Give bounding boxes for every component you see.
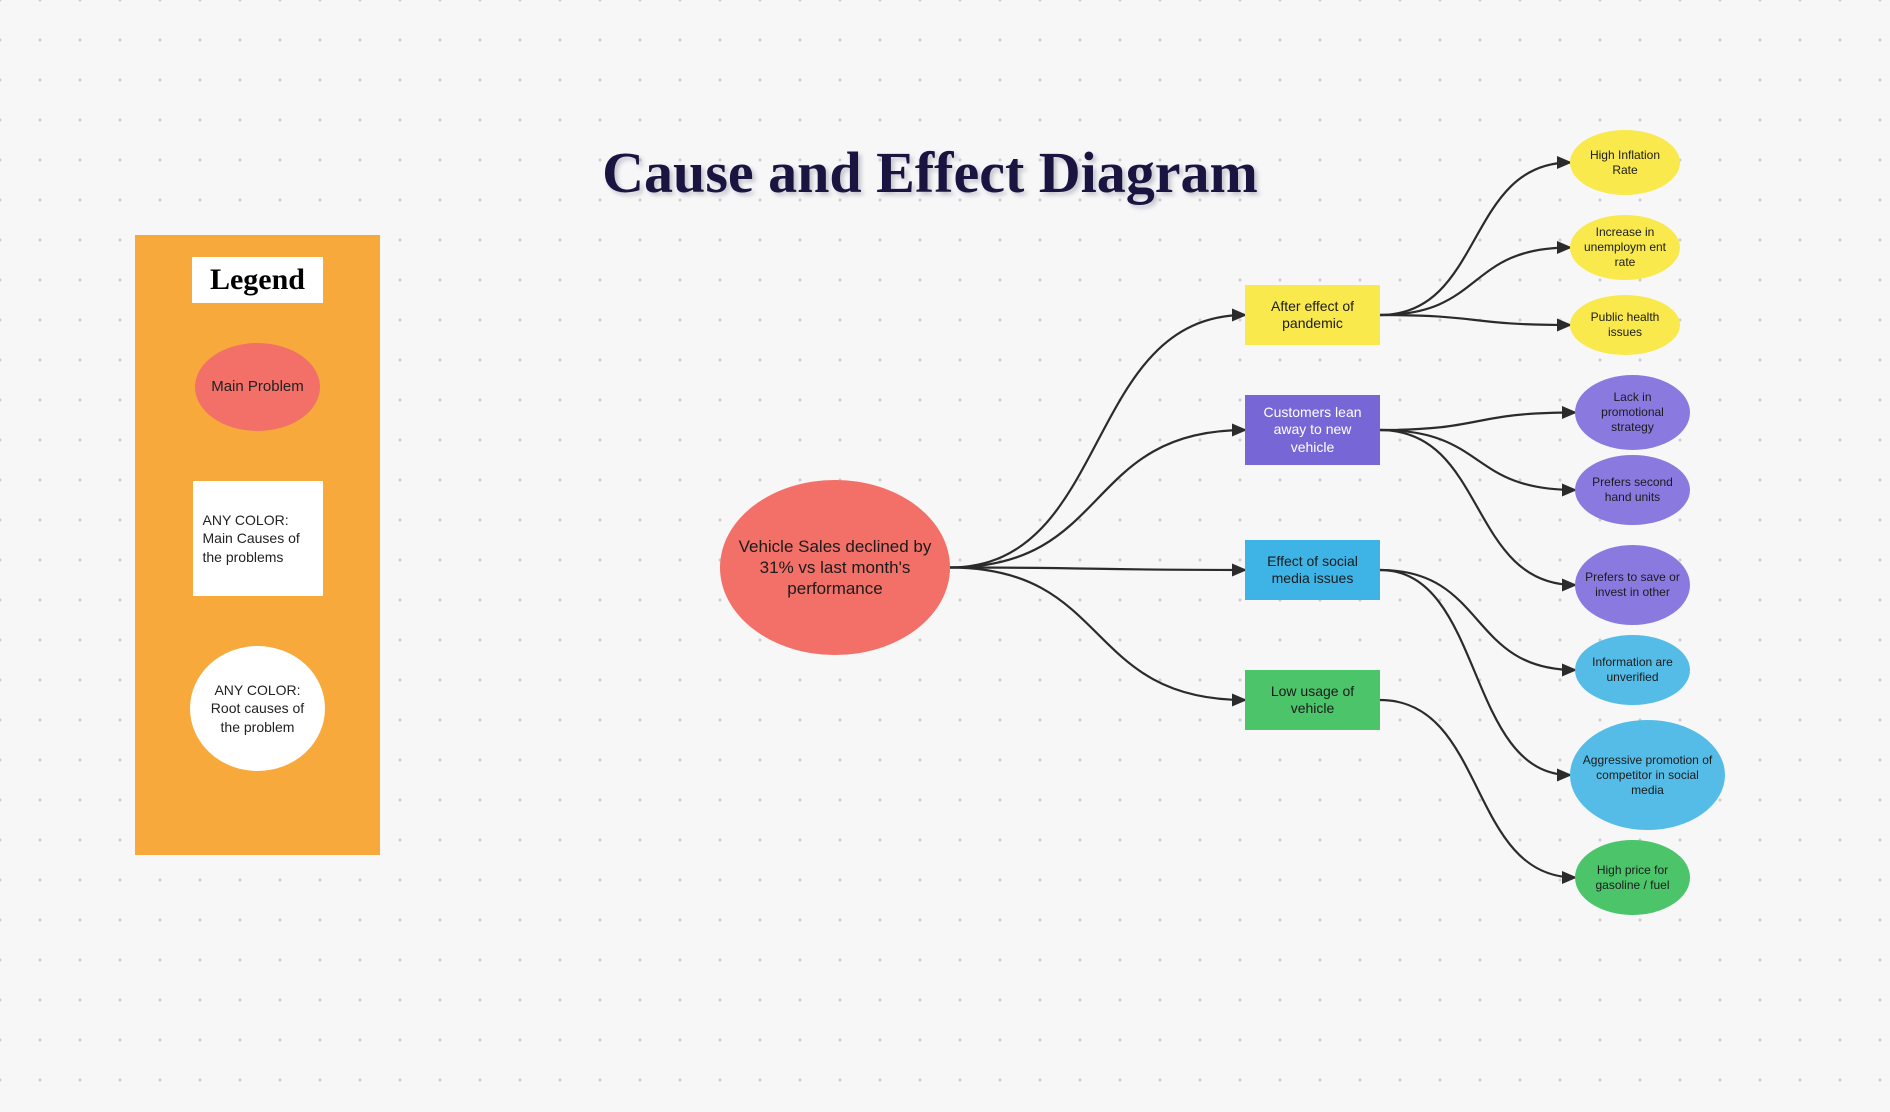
node-r5: Prefers second hand units: [1575, 455, 1690, 525]
edge-c1-r3: [1380, 315, 1570, 325]
legend-panel: Legend Main Problem ANY COLOR: Main Cause…: [135, 235, 380, 855]
legend-item: ANY COLOR: Root causes of the problem: [190, 646, 325, 771]
legend-item: Main Problem: [195, 343, 320, 431]
node-r7: Information are unverified: [1575, 635, 1690, 705]
edge-c2-r5: [1380, 430, 1575, 490]
node-r9: High price for gasoline / fuel: [1575, 840, 1690, 915]
edge-c1-r1: [1380, 163, 1570, 316]
edge-main-c2: [950, 430, 1245, 568]
legend-title: Legend: [192, 257, 323, 303]
edge-c2-r4: [1380, 413, 1575, 431]
edge-c2-r6: [1380, 430, 1575, 585]
node-r2: Increase in unemploym ent rate: [1570, 215, 1680, 280]
node-c1: After effect of pandemic: [1245, 285, 1380, 345]
node-r8: Aggressive promotion of competitor in so…: [1570, 720, 1725, 830]
node-r4: Lack in promotional strategy: [1575, 375, 1690, 450]
node-c2: Customers lean away to new vehicle: [1245, 395, 1380, 465]
node-r1: High Inflation Rate: [1570, 130, 1680, 195]
edge-main-c4: [950, 568, 1245, 701]
node-r6: Prefers to save or invest in other: [1575, 545, 1690, 625]
edge-main-c1: [950, 315, 1245, 568]
legend-item: ANY COLOR: Main Causes of the problems: [193, 481, 323, 596]
node-c4: Low usage of vehicle: [1245, 670, 1380, 730]
edge-c3-r7: [1380, 570, 1575, 670]
node-c3: Effect of social media issues: [1245, 540, 1380, 600]
diagram-title: Cause and Effect Diagram: [580, 140, 1280, 207]
edge-main-c3: [950, 568, 1245, 571]
node-main: Vehicle Sales declined by 31% vs last mo…: [720, 480, 950, 655]
edge-c4-r9: [1380, 700, 1575, 878]
edge-c3-r8: [1380, 570, 1570, 775]
edge-c1-r2: [1380, 248, 1570, 316]
node-r3: Public health issues: [1570, 295, 1680, 355]
